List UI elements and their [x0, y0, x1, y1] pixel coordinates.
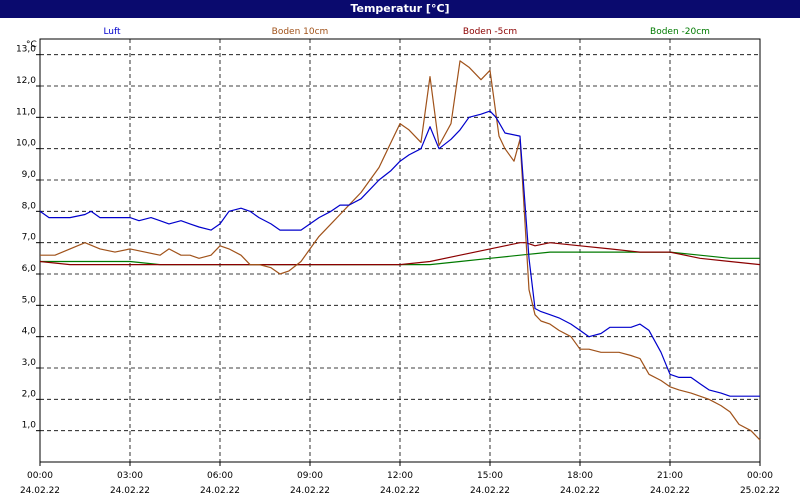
legend-item-luft: Luft	[103, 27, 121, 37]
x-tick-time: 09:00	[297, 471, 323, 481]
x-tick-time: 12:00	[387, 471, 413, 481]
x-tick-time: 00:00	[747, 471, 773, 481]
y-tick-label: 13,0	[16, 45, 36, 55]
x-tick-date: 24.02.22	[110, 486, 150, 496]
x-tick-date: 24.02.22	[650, 486, 690, 496]
x-tick-time: 06:00	[207, 471, 233, 481]
y-tick-label: 12,0	[16, 76, 36, 86]
chart-title: Temperatur [°C]	[0, 0, 800, 18]
x-tick-date: 24.02.22	[200, 486, 240, 496]
y-tick-label: 1,0	[22, 421, 37, 431]
legend-item-boden-5cm: Boden -5cm	[463, 27, 517, 37]
y-tick-label: 2,0	[22, 389, 37, 399]
y-tick-label: 5,0	[22, 295, 37, 305]
y-tick-label: 3,0	[22, 358, 37, 368]
y-tick-label: 11,0	[16, 107, 36, 117]
series-line-boden-10cm	[40, 60, 761, 441]
x-tick-time: 21:00	[657, 471, 683, 481]
x-tick-time: 18:00	[567, 471, 593, 481]
y-tick-label: 4,0	[22, 327, 37, 337]
y-tick-label: 7,0	[22, 233, 37, 243]
x-tick-time: 03:00	[117, 471, 143, 481]
y-axis-label: °C	[26, 40, 37, 50]
y-tick-label: 8,0	[22, 201, 37, 211]
y-tick-label: 10,0	[16, 139, 36, 149]
y-tick-label: 6,0	[22, 264, 37, 274]
x-tick-date: 24.02.22	[560, 486, 600, 496]
x-tick-date: 24.02.22	[380, 486, 420, 496]
x-tick-date: 25.02.22	[740, 486, 780, 496]
y-tick-label: 9,0	[22, 170, 37, 180]
series-line-luft	[39, 110, 760, 397]
legend-item-boden-10cm: Boden 10cm	[272, 27, 329, 37]
x-tick-date: 24.02.22	[470, 486, 510, 496]
x-tick-time: 15:00	[477, 471, 503, 481]
series-line-boden-5cm	[39, 242, 761, 266]
x-tick-date: 24.02.22	[20, 486, 60, 496]
x-tick-time: 00:00	[27, 471, 53, 481]
x-tick-date: 24.02.22	[290, 486, 330, 496]
legend-item-boden-20cm: Boden -20cm	[650, 27, 710, 37]
